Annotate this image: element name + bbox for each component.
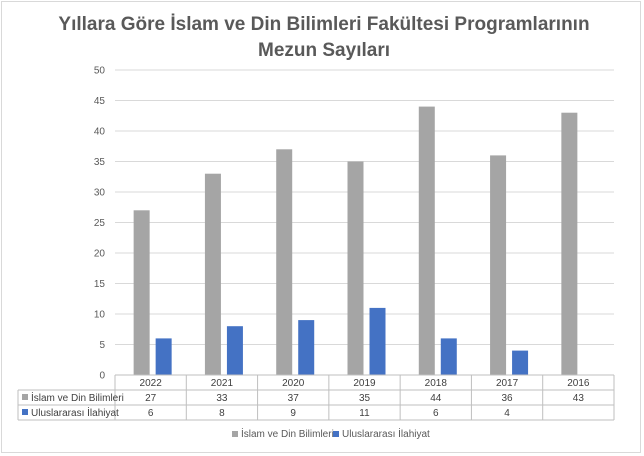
table-series-label: Uluslararası İlahiyat	[31, 406, 119, 419]
table-cell-value: 11	[359, 408, 370, 419]
y-tick-label: 5	[99, 340, 105, 351]
table-cell-value: 8	[219, 408, 225, 419]
bar-islam-din	[347, 161, 364, 375]
table-cell-value: 6	[433, 408, 439, 419]
table-cell-value: 6	[148, 408, 154, 419]
table-legend-key	[22, 394, 28, 400]
legend-label-islam-din: İslam ve Din Bilimleri	[241, 427, 334, 440]
x-tick-label: 2016	[567, 378, 590, 389]
chart-title-line2: Mezun Sayıları	[258, 40, 390, 61]
y-tick-label: 20	[94, 249, 106, 260]
bar-islam-din	[490, 155, 507, 375]
y-tick-label: 40	[94, 127, 106, 138]
table-cell-value: 35	[359, 393, 371, 404]
x-tick-label: 2022	[140, 378, 163, 389]
bar-islam-din	[204, 173, 221, 375]
bar-uluslararasi	[155, 338, 172, 375]
bar-uluslararasi	[369, 307, 386, 375]
chart-title-line1: Yıllara Göre İslam ve Din Bilimleri Fakü…	[58, 14, 590, 35]
y-tick-label: 50	[94, 66, 106, 77]
table-cell-value: 27	[145, 393, 157, 404]
bar-islam-din	[418, 106, 435, 375]
table-cell-value: 4	[504, 408, 510, 419]
y-tick-label: 45	[94, 96, 106, 107]
legend-key-uluslararasi	[333, 431, 339, 437]
y-tick-label: 35	[94, 157, 106, 168]
table-cell-value: 44	[430, 393, 442, 404]
legend-label-uluslararasi: Uluslararası İlahiyat	[342, 427, 430, 440]
x-tick-label: 2018	[425, 378, 448, 389]
table-series-label: İslam ve Din Bilimleri	[31, 391, 124, 404]
bar-uluslararasi	[226, 326, 243, 375]
y-tick-label: 30	[94, 188, 106, 199]
table-cell-value: 37	[288, 393, 300, 404]
bar-uluslararasi	[440, 338, 457, 375]
table-cell-value: 9	[290, 408, 296, 419]
table-legend-key	[22, 409, 28, 415]
table-cell-value: 43	[573, 393, 585, 404]
bar-uluslararasi	[512, 350, 529, 375]
bar-uluslararasi	[298, 320, 315, 375]
table-cell-value: 33	[216, 393, 228, 404]
x-tick-label: 2020	[282, 378, 305, 389]
y-tick-label: 10	[94, 310, 106, 321]
y-tick-label: 25	[94, 218, 106, 229]
x-tick-label: 2021	[211, 378, 234, 389]
x-tick-label: 2017	[496, 378, 519, 389]
bar-islam-din	[133, 210, 150, 375]
bar-islam-din	[276, 149, 293, 375]
chart-title: Yıllara Göre İslam ve Din Bilimleri Fakü…	[2, 12, 644, 64]
y-tick-label: 0	[99, 371, 105, 382]
bar-islam-din	[561, 112, 578, 375]
legend-key-islam-din	[232, 431, 238, 437]
table-cell-value: 36	[502, 393, 514, 404]
y-tick-label: 15	[94, 279, 106, 290]
x-tick-label: 2019	[353, 378, 376, 389]
